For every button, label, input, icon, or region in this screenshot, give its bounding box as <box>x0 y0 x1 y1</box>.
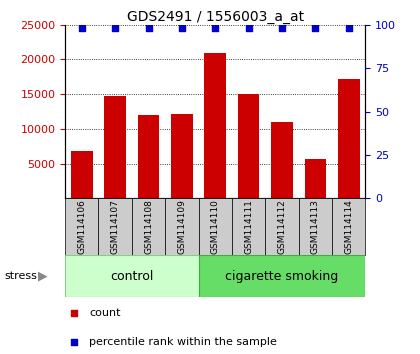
Text: GSM114114: GSM114114 <box>344 199 353 254</box>
Point <box>245 25 252 31</box>
Point <box>312 25 319 31</box>
Text: GSM114108: GSM114108 <box>144 199 153 254</box>
Bar <box>71 151 93 198</box>
Text: GSM114113: GSM114113 <box>311 199 320 254</box>
Bar <box>104 96 126 198</box>
Bar <box>304 159 326 198</box>
Bar <box>332 198 365 255</box>
Point <box>178 25 185 31</box>
Bar <box>132 198 165 255</box>
Text: percentile rank within the sample: percentile rank within the sample <box>89 337 277 347</box>
Bar <box>271 122 293 198</box>
Bar <box>165 198 199 255</box>
Text: count: count <box>89 308 121 318</box>
Point <box>345 25 352 31</box>
Bar <box>138 115 159 198</box>
Text: cigarette smoking: cigarette smoking <box>226 270 339 282</box>
Text: control: control <box>110 270 154 282</box>
Bar <box>265 198 299 255</box>
Text: stress: stress <box>4 271 37 281</box>
Bar <box>65 255 199 297</box>
Point <box>71 310 77 316</box>
Bar <box>199 198 232 255</box>
Point <box>112 25 118 31</box>
Bar <box>299 198 332 255</box>
Title: GDS2491 / 1556003_a_at: GDS2491 / 1556003_a_at <box>127 10 304 24</box>
Bar <box>171 114 193 198</box>
Bar <box>65 198 98 255</box>
Bar <box>205 52 226 198</box>
Point <box>71 339 77 344</box>
Point <box>145 25 152 31</box>
Text: GSM114110: GSM114110 <box>211 199 220 254</box>
Bar <box>232 198 265 255</box>
Bar <box>98 198 132 255</box>
Bar <box>338 79 360 198</box>
Text: GSM114112: GSM114112 <box>278 199 286 254</box>
Text: ▶: ▶ <box>38 270 47 282</box>
Point <box>278 25 285 31</box>
Point <box>79 25 85 31</box>
Text: GSM114111: GSM114111 <box>244 199 253 254</box>
Text: GSM114106: GSM114106 <box>77 199 86 254</box>
Point <box>212 25 218 31</box>
Text: GSM114109: GSM114109 <box>177 199 186 254</box>
Text: GSM114107: GSM114107 <box>110 199 120 254</box>
Bar <box>199 255 365 297</box>
Bar <box>238 94 260 198</box>
